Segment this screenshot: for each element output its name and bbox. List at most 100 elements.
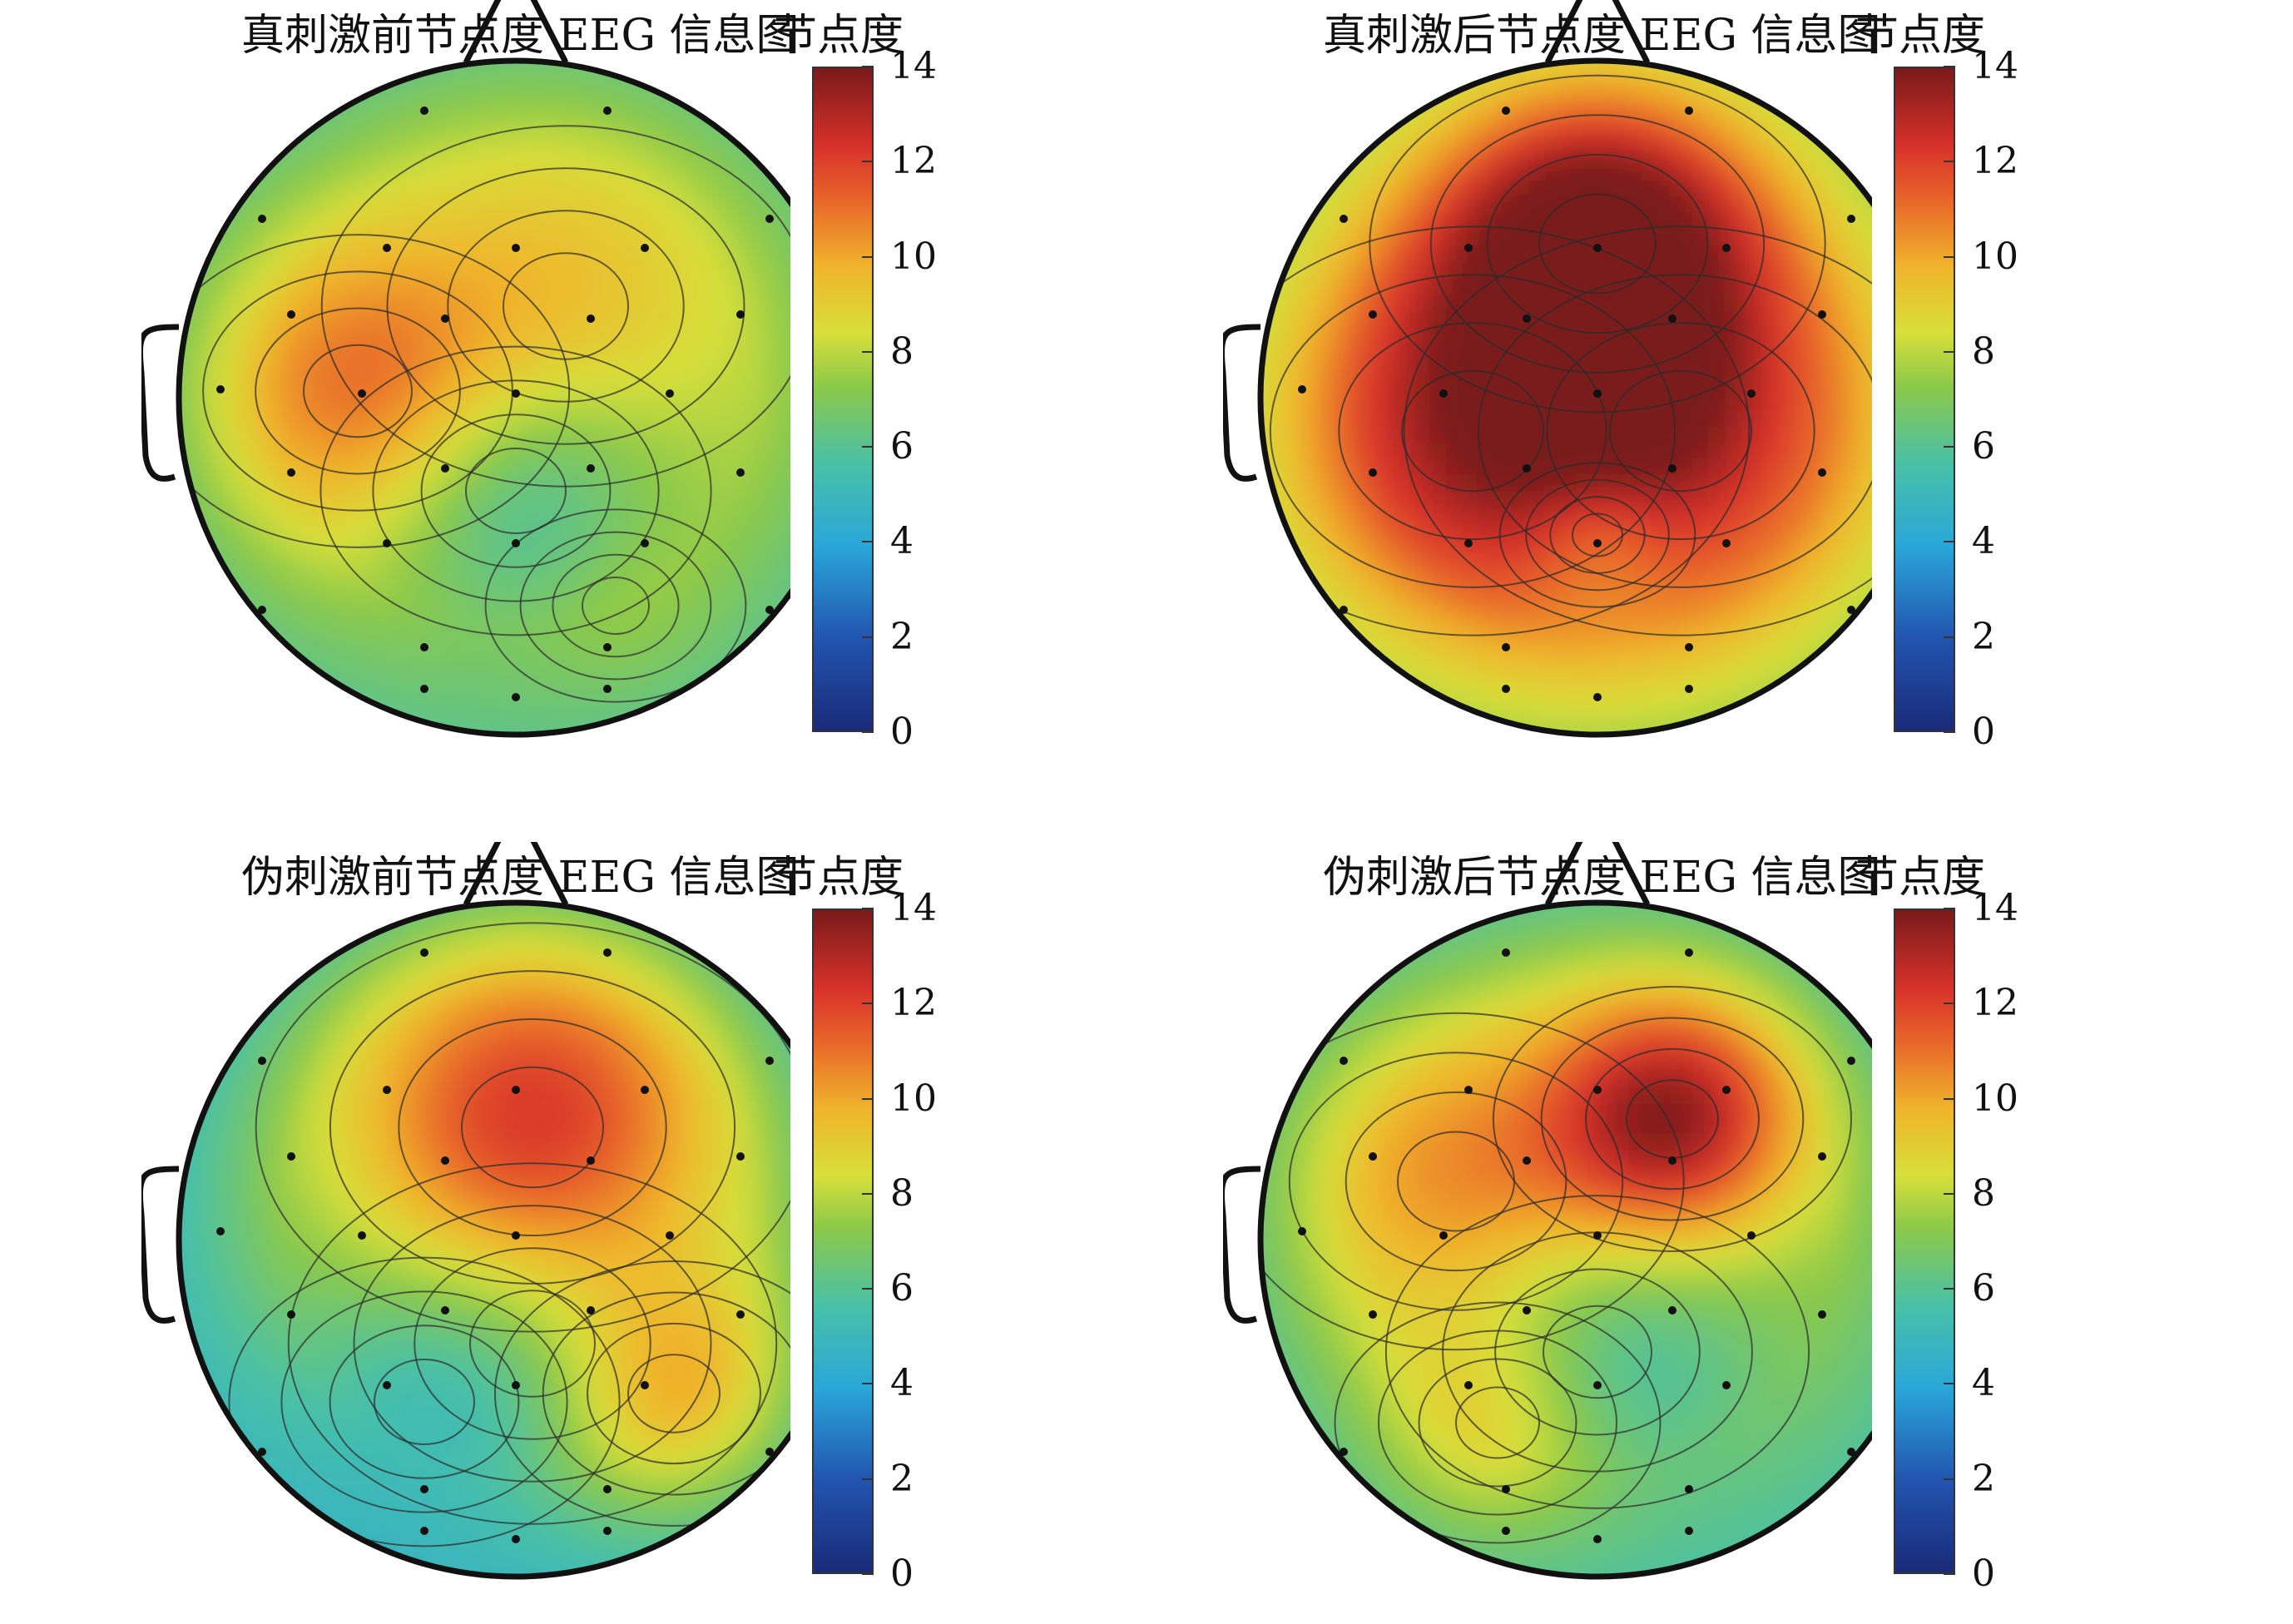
electrode-dot <box>287 1310 295 1319</box>
electrode-dot <box>512 1086 520 1094</box>
left-ear-outline <box>1223 1169 1260 1320</box>
electrode-dot <box>1593 1381 1602 1389</box>
electrode-dot <box>258 1448 266 1456</box>
colorbar-tick-mark <box>862 1383 874 1384</box>
left-ear-outline <box>141 1169 179 1320</box>
electrode-dot <box>1464 1381 1473 1389</box>
colorbar-tick-label: 4 <box>1972 523 1995 560</box>
electrode-dot <box>1523 1156 1531 1165</box>
colorbar-tick-mark <box>862 731 874 733</box>
electrode-dot <box>666 389 674 398</box>
electrode-dot <box>216 385 225 394</box>
colorbar-tick-mark <box>862 256 874 258</box>
electrode-dot <box>512 389 520 398</box>
colorbar <box>812 67 874 732</box>
colorbar-tick-mark <box>862 1193 874 1195</box>
electrode-dot <box>587 1156 595 1165</box>
colorbar-tick-label: 0 <box>890 1556 914 1592</box>
electrode-dot <box>1685 1527 1693 1535</box>
colorbar-tick-label: 10 <box>1972 239 2018 275</box>
electrode-dot <box>420 948 428 957</box>
electrode-dot <box>1502 685 1510 693</box>
colorbar-tick-mark <box>862 161 874 162</box>
electrode-dot <box>736 1310 745 1319</box>
colorbar-tick-label: 2 <box>890 1461 914 1498</box>
electrode-dot <box>1685 1485 1693 1493</box>
electrode-dot <box>1298 1227 1306 1235</box>
electrode-dot <box>1818 468 1826 477</box>
electrode-dot <box>258 1057 266 1065</box>
colorbar-tick-mark <box>1944 351 1955 353</box>
electrode-dot <box>287 1152 295 1161</box>
colorbar-tick-label: 12 <box>1972 143 2018 180</box>
electrode-dot <box>765 1448 774 1456</box>
electrode-dot <box>1818 310 1826 319</box>
electrode-dot <box>383 244 391 252</box>
electrode-dot <box>1685 106 1693 115</box>
electrode-dot <box>1523 1306 1531 1315</box>
colorbar-tick-mark <box>1944 1098 1955 1100</box>
electrode-dot <box>420 1485 428 1493</box>
electrode-dot <box>1847 215 1855 223</box>
electrode-dot <box>358 1231 366 1240</box>
electrode-dot <box>603 948 612 957</box>
colorbar-tick-label: 10 <box>890 239 937 275</box>
electrode-dot <box>1668 1156 1676 1165</box>
colorbar-tick-mark <box>862 1003 874 1004</box>
electrode-dot <box>1685 643 1693 651</box>
electrode-dot <box>420 643 428 651</box>
electrode-dot <box>1340 215 1348 223</box>
colorbar-tick-mark <box>862 1573 874 1575</box>
electrode-dot <box>1847 1448 1855 1456</box>
colorbar-tick-mark <box>1944 1193 1955 1195</box>
colorbar <box>812 909 874 1574</box>
electrode-dot <box>641 244 649 252</box>
electrode-dot <box>441 314 449 323</box>
electrode-dot <box>1340 606 1348 614</box>
electrode-dot <box>1464 244 1473 252</box>
colorbar-tick-label: 12 <box>1972 985 2018 1022</box>
nose-outline <box>1548 842 1647 904</box>
electrode-dot <box>1340 1448 1348 1456</box>
electrode-dot <box>1722 539 1731 547</box>
electrode-dot <box>603 1485 612 1493</box>
electrode-dot <box>1668 464 1676 473</box>
electrode-dot <box>1593 389 1602 398</box>
colorbar-tick-label: 0 <box>890 714 914 750</box>
electrode-dot <box>383 1086 391 1094</box>
colorbar-tick-mark <box>1944 161 1955 162</box>
colorbar-tick-label: 8 <box>1972 334 1995 370</box>
electrode-dot <box>641 1086 649 1094</box>
left-ear-outline <box>1223 327 1260 478</box>
colorbar-label: 节点度 <box>1855 842 1985 904</box>
electrode-dot <box>736 1152 745 1161</box>
colorbar-tick-label: 12 <box>890 143 937 180</box>
electrode-dot <box>1747 389 1756 398</box>
colorbar-tick-label: 2 <box>1972 1461 1995 1498</box>
colorbar-tick-mark <box>1944 446 1955 448</box>
topomap-field <box>146 869 790 1591</box>
electrode-dot <box>1593 693 1602 701</box>
colorbar-tick-label: 4 <box>1972 1365 1995 1402</box>
electrode-dot <box>512 1535 520 1543</box>
colorbar-tick-mark <box>862 541 874 542</box>
colorbar-tick-mark <box>1944 1003 1955 1004</box>
electrode-dot <box>765 606 774 614</box>
colorbar-tick-mark <box>1944 636 1955 638</box>
topomap-plot <box>1223 0 1872 749</box>
electrode-dot <box>1502 643 1510 651</box>
electrode-dot <box>1593 1535 1602 1543</box>
colorbar-tick-label: 14 <box>1972 890 2018 927</box>
colorbar-tick-mark <box>862 1478 874 1480</box>
colorbar-label: 节点度 <box>774 842 904 904</box>
electrode-dot <box>1523 314 1531 323</box>
electrode-dot <box>441 464 449 473</box>
colorbar-tick-mark <box>862 908 874 909</box>
electrode-dot <box>420 106 428 115</box>
electrode-dot <box>1747 1231 1756 1240</box>
colorbar-tick-mark <box>862 446 874 448</box>
left-ear-outline <box>141 327 179 478</box>
colorbar-tick-label: 10 <box>1972 1081 2018 1117</box>
